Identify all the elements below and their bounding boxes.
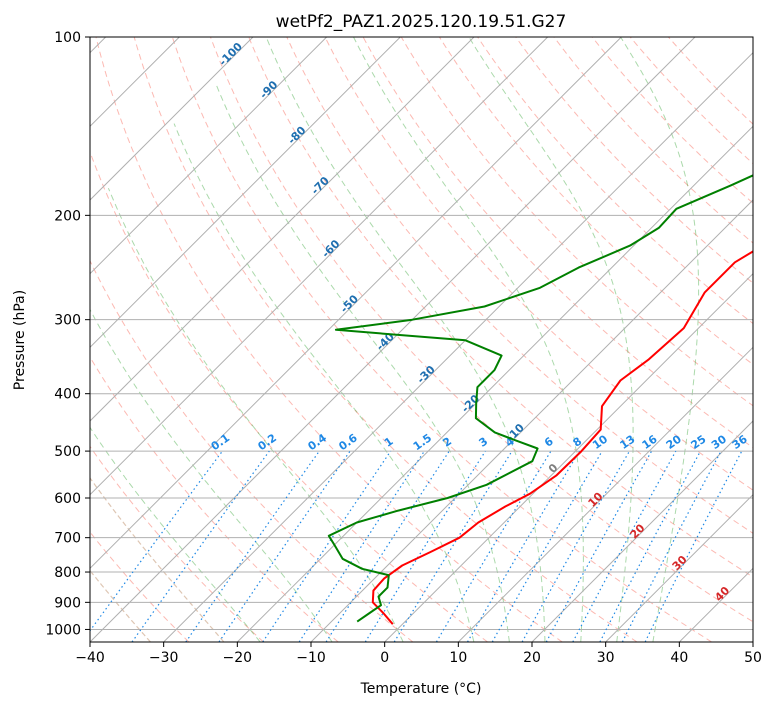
x-tick-label: 40	[670, 650, 688, 666]
x-tick-label: −40	[75, 650, 105, 666]
x-tick-label: −30	[149, 650, 179, 666]
x-tick-label: −20	[223, 650, 253, 666]
x-tick-label: 30	[597, 650, 615, 666]
y-tick-label: 500	[54, 444, 81, 460]
x-tick-label: 0	[380, 650, 389, 666]
y-tick-label: 200	[54, 208, 81, 224]
y-tick-label: 800	[54, 565, 81, 581]
x-axis-label: Temperature (°C)	[360, 681, 482, 697]
y-tick-label: 700	[54, 531, 81, 547]
y-tick-label: 400	[54, 387, 81, 403]
x-tick-label: −10	[296, 650, 326, 666]
x-tick-label: 20	[523, 650, 541, 666]
x-tick-label: 50	[744, 650, 762, 666]
y-tick-label: 1000	[45, 622, 81, 638]
y-tick-label: 100	[54, 30, 81, 46]
y-axis-label: Pressure (hPa)	[12, 290, 28, 390]
chart-title: wetPf2_PAZ1.2025.120.19.51.G27	[276, 12, 567, 32]
x-tick-label: 10	[449, 650, 467, 666]
y-tick-label: 900	[54, 595, 81, 611]
y-tick-label: 600	[54, 491, 81, 507]
y-tick-label: 300	[54, 313, 81, 329]
